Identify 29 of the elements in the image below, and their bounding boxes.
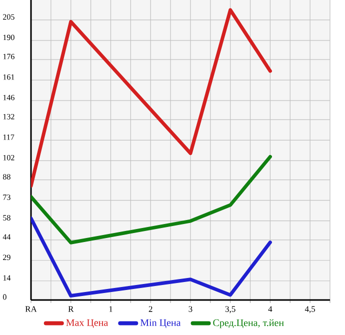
y-tick-label: 88: [3, 174, 10, 180]
x-tick-label: 3,5: [225, 306, 236, 314]
x-tick-label: RA: [25, 306, 37, 312]
x-tick-label: R: [68, 306, 74, 312]
y-tick-label: 73: [3, 194, 10, 200]
y-tick-label: 176: [3, 54, 14, 60]
y-tick-label: 117: [3, 134, 14, 140]
x-tick-label: 4: [268, 306, 272, 312]
y-tick-label: 14: [3, 275, 11, 281]
line-series: [31, 8, 272, 188]
y-tick-label: 102: [3, 154, 14, 160]
y-tick-label: 161: [3, 74, 14, 80]
y-tick-label: 146: [3, 94, 14, 100]
x-tick-label: 3: [188, 306, 192, 312]
x-tick-label: 2: [148, 306, 152, 312]
y-tick-label: 0: [3, 294, 6, 300]
line-series: [31, 216, 272, 298]
legend-label: Min Цена: [140, 319, 181, 328]
y-tick-label: 58: [3, 215, 10, 220]
y-tick-label: 44: [2, 234, 11, 240]
y-tick-label: 205: [3, 14, 14, 20]
legend-label: Max Цена: [66, 319, 108, 328]
y-tick-label: 132: [3, 114, 14, 120]
legend-label: Сред.Цена, т.йен: [213, 319, 284, 328]
y-tick-label: 29: [3, 254, 10, 260]
x-tick-label: 4,5: [304, 306, 316, 314]
y-tick-label: 190: [3, 34, 14, 40]
x-tick-label: 1: [109, 306, 112, 312]
line-series: [31, 154, 272, 244]
